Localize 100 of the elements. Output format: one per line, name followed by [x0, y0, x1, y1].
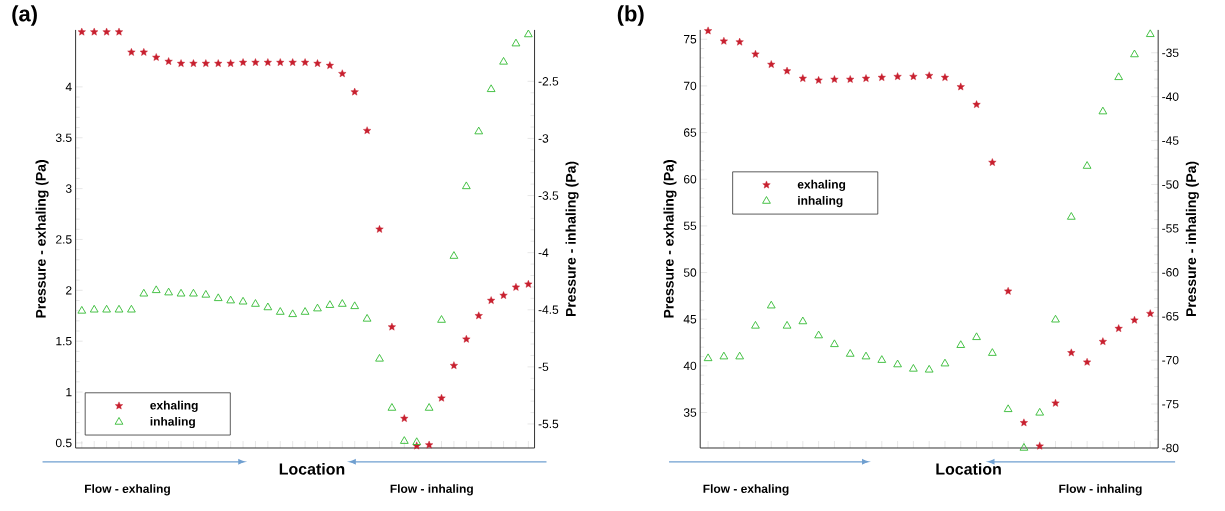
- point: [1035, 407, 1045, 416]
- point: [127, 304, 136, 313]
- y-tick-label: 4: [65, 82, 72, 92]
- point: [972, 332, 981, 341]
- point: [102, 27, 111, 36]
- y-tick-label: 55: [683, 221, 697, 231]
- point: [1145, 29, 1155, 38]
- text: Flow - exhaling: [85, 484, 170, 496]
- point: [703, 353, 713, 362]
- point: [288, 58, 297, 66]
- point: [940, 358, 950, 367]
- y-tick-label: 70: [683, 81, 697, 91]
- point: [300, 307, 310, 315]
- point: [783, 66, 792, 75]
- point: [474, 126, 484, 135]
- x-axis-title: Location: [936, 463, 1001, 475]
- point: [1051, 314, 1060, 323]
- point: [164, 287, 173, 296]
- point: [1019, 418, 1028, 427]
- chart-title: (a): [12, 5, 37, 26]
- point: [399, 436, 409, 444]
- point: [877, 73, 886, 82]
- y2-tick-label: -4: [538, 248, 549, 257]
- point: [251, 299, 260, 307]
- point: [152, 53, 161, 61]
- y2-tick-label: -40: [1162, 92, 1179, 101]
- point: [251, 58, 260, 66]
- point: [1114, 324, 1123, 333]
- point: [412, 441, 421, 450]
- y2-tick-label: -65: [1162, 312, 1179, 321]
- point: [350, 301, 360, 310]
- y-tick-label: 2.5: [56, 235, 72, 244]
- point: [1004, 287, 1013, 295]
- point: [263, 58, 272, 66]
- point: [238, 296, 248, 305]
- point: [1114, 72, 1124, 81]
- point: [313, 303, 322, 312]
- y2-tick-label: -80: [1162, 443, 1179, 453]
- point: [313, 59, 322, 67]
- point: [189, 59, 198, 67]
- point: [988, 158, 997, 166]
- point: [177, 59, 186, 67]
- point: [893, 72, 902, 81]
- point: [524, 29, 533, 38]
- point: [972, 100, 981, 109]
- text: Flow - inhaling: [390, 484, 473, 496]
- point: [362, 314, 372, 322]
- point: [766, 300, 776, 309]
- point: [846, 75, 855, 83]
- point: [877, 355, 887, 363]
- point: [275, 307, 285, 315]
- point: [213, 293, 223, 302]
- y-tick-label: 35: [683, 408, 697, 417]
- point: [845, 349, 855, 357]
- point: [830, 339, 839, 348]
- y2-tick-label: -45: [1162, 136, 1179, 145]
- y2-tick-label: -50: [1162, 180, 1179, 189]
- point: [719, 37, 728, 45]
- y-tick-label: 3: [65, 184, 72, 193]
- point: [988, 348, 997, 356]
- text: Flow - inhaling: [1059, 484, 1142, 496]
- y2-axis-title: Pressure - inhaling (Pa): [565, 161, 579, 317]
- point: [424, 403, 434, 411]
- point: [830, 75, 839, 83]
- y2-tick-label: -4.5: [538, 305, 559, 315]
- point: [704, 26, 713, 35]
- point: [77, 27, 86, 36]
- point: [462, 335, 471, 343]
- point: [276, 58, 285, 66]
- point: [940, 73, 949, 82]
- point: [1130, 316, 1139, 324]
- point: [1098, 337, 1107, 346]
- y-tick-label: 0.5: [55, 438, 72, 448]
- point: [1019, 443, 1029, 451]
- legend-label: exhaling: [150, 400, 198, 413]
- point: [77, 306, 87, 314]
- point: [735, 351, 745, 360]
- y-tick-label: 2: [66, 286, 72, 295]
- y2-tick-label: -3.5: [538, 191, 559, 200]
- point: [449, 251, 459, 259]
- x-axis-title: Location: [279, 463, 345, 475]
- point: [956, 340, 966, 348]
- point: [139, 48, 148, 56]
- point: [239, 58, 248, 66]
- point: [400, 414, 409, 422]
- point: [1098, 106, 1108, 115]
- point: [1082, 161, 1092, 169]
- y2-tick-label: -5: [538, 362, 549, 372]
- y-tick-label: 60: [683, 175, 697, 184]
- y-tick-label: 65: [683, 128, 697, 137]
- legend-label: inhaling: [150, 416, 195, 429]
- point: [449, 361, 458, 370]
- point: [214, 59, 223, 67]
- y-tick-label: 40: [683, 361, 697, 371]
- y-tick-label: 3.5: [55, 133, 72, 143]
- point: [1035, 442, 1044, 450]
- point: [375, 354, 384, 362]
- point: [798, 316, 808, 325]
- point: [437, 315, 446, 323]
- point: [862, 74, 870, 82]
